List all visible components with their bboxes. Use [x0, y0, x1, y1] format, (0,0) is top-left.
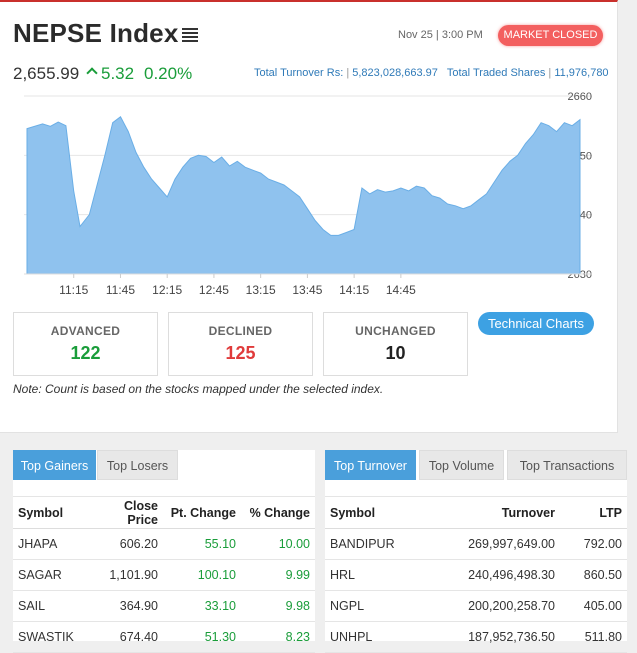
pct-change-cell: 9.98: [241, 590, 315, 622]
advanced-label: ADVANCED: [50, 324, 121, 338]
close-price-cell: 364.90: [85, 590, 163, 622]
column-header[interactable]: Symbol: [325, 496, 425, 529]
symbol-cell[interactable]: SAGAR: [13, 559, 85, 591]
table-row[interactable]: BANDIPUR 269,997,649.00 792.00: [325, 528, 627, 560]
turnover-cell: 240,496,498.30: [425, 559, 560, 591]
column-header[interactable]: Close Price: [85, 496, 163, 529]
turnover-panel: Top Turnover Top Volume Top Transactions…: [325, 450, 627, 653]
turnover-cell: 187,952,736.50: [425, 621, 560, 653]
close-price-cell: 1,101.90: [85, 559, 163, 591]
gainers-panel: Top Gainers Top Losers Symbol Close Pric…: [13, 450, 315, 653]
menu-icon[interactable]: [182, 28, 198, 42]
index-value: 2,655.99: [13, 64, 80, 83]
turnover-table: Symbol Turnover LTP BANDIPUR 269,997,649.…: [325, 496, 627, 653]
pt-change-cell: 55.10: [163, 528, 241, 560]
table-row[interactable]: SWASTIK 674.40 51.30 8.23: [13, 621, 315, 653]
index-area-chart[interactable]: 266026502640263011:1511:4512:1512:4513:1…: [0, 88, 618, 304]
tab-top-volume[interactable]: Top Volume: [419, 450, 504, 480]
tab-top-losers[interactable]: Top Losers: [97, 450, 178, 480]
turnover-value: 5,823,028,663.97: [352, 67, 438, 79]
index-change-value: 5.32: [101, 64, 135, 83]
advanced-value: 122: [70, 343, 101, 363]
turnover-cell: 200,200,258.70: [425, 590, 560, 622]
ltp-cell: 511.80: [560, 621, 627, 653]
table-row[interactable]: HRL 240,496,498.30 860.50: [325, 559, 627, 591]
index-card: NEPSE Index Nov 25 | 3:00 PM MARKET CLOS…: [0, 0, 618, 433]
unchanged-label: UNCHANGED: [355, 324, 436, 338]
symbol-cell[interactable]: JHAPA: [13, 528, 85, 560]
symbol-cell[interactable]: BANDIPUR: [325, 528, 425, 560]
y-tick-label: 2660: [568, 91, 592, 103]
table-row[interactable]: SAGAR 1,101.90 100.10 9.99: [13, 559, 315, 591]
market-status-badge: MARKET CLOSED: [498, 25, 603, 46]
column-header[interactable]: Pt. Change: [163, 496, 241, 529]
symbol-cell[interactable]: UNHPL: [325, 621, 425, 653]
page-title: NEPSE Index: [13, 18, 179, 48]
x-tick-label: 13:15: [246, 283, 276, 297]
turnover-label: Total Turnover Rs:: [254, 67, 344, 79]
pct-change-cell: 10.00: [241, 528, 315, 560]
close-price-cell: 606.20: [85, 528, 163, 560]
table-row[interactable]: JHAPA 606.20 55.10 10.00: [13, 528, 315, 560]
index-area-series[interactable]: [26, 116, 581, 275]
advanced-stat: ADVANCED 122: [13, 312, 158, 376]
symbol-cell[interactable]: SAIL: [13, 590, 85, 622]
x-tick-label: 11:45: [106, 283, 135, 297]
index-change: 5.32: [86, 64, 135, 84]
declined-label: DECLINED: [208, 324, 273, 338]
tab-top-transactions[interactable]: Top Transactions: [507, 450, 627, 480]
pt-change-cell: 100.10: [163, 559, 241, 591]
index-change-percent: 0.20%: [144, 64, 193, 83]
x-tick-label: 12:15: [152, 283, 182, 297]
unchanged-stat: UNCHANGED 10: [323, 312, 468, 376]
table-row[interactable]: UNHPL 187,952,736.50 511.80: [325, 621, 627, 653]
ltp-cell: 405.00: [560, 590, 627, 622]
market-datetime: Nov 25 | 3:00 PM: [398, 29, 483, 41]
pt-change-cell: 33.10: [163, 590, 241, 622]
column-header[interactable]: Turnover: [425, 496, 560, 529]
unchanged-value: 10: [385, 343, 406, 363]
column-header[interactable]: Symbol: [13, 496, 85, 529]
x-tick-label: 14:15: [339, 283, 369, 297]
turnover-summary: Total Turnover Rs: | 5,823,028,663.97 To…: [254, 67, 609, 79]
close-price-cell: 674.40: [85, 621, 163, 653]
declined-stat: DECLINED 125: [168, 312, 313, 376]
table-header-row: Symbol Turnover LTP: [325, 496, 627, 529]
column-header[interactable]: % Change: [241, 496, 315, 529]
symbol-cell[interactable]: SWASTIK: [13, 621, 85, 653]
ltp-cell: 860.50: [560, 559, 627, 591]
x-tick-label: 11:15: [59, 283, 88, 297]
count-note: Note: Count is based on the stocks mappe…: [13, 382, 384, 396]
symbol-cell[interactable]: NGPL: [325, 590, 425, 622]
table-header-row: Symbol Close Price Pt. Change % Change: [13, 496, 315, 529]
ltp-cell: 792.00: [560, 528, 627, 560]
symbol-cell[interactable]: HRL: [325, 559, 425, 591]
turnover-cell: 269,997,649.00: [425, 528, 560, 560]
tab-top-gainers[interactable]: Top Gainers: [13, 450, 96, 480]
pt-change-cell: 51.30: [163, 621, 241, 653]
tab-top-turnover[interactable]: Top Turnover: [325, 450, 416, 480]
traded-shares-label: Total Traded Shares: [446, 67, 546, 79]
pct-change-cell: 9.99: [241, 559, 315, 591]
column-header[interactable]: LTP: [560, 496, 627, 529]
table-row[interactable]: NGPL 200,200,258.70 405.00: [325, 590, 627, 622]
up-arrow-icon: [86, 67, 98, 79]
x-tick-label: 14:45: [386, 283, 416, 297]
traded-shares-value: 11,976,780: [554, 67, 609, 79]
declined-value: 125: [225, 343, 256, 363]
x-tick-label: 12:45: [199, 283, 229, 297]
gainers-table: Symbol Close Price Pt. Change % Change J…: [13, 496, 315, 653]
x-tick-label: 13:45: [292, 283, 322, 297]
pct-change-cell: 8.23: [241, 621, 315, 653]
technical-charts-button[interactable]: Technical Charts: [478, 312, 594, 335]
table-row[interactable]: SAIL 364.90 33.10 9.98: [13, 590, 315, 622]
